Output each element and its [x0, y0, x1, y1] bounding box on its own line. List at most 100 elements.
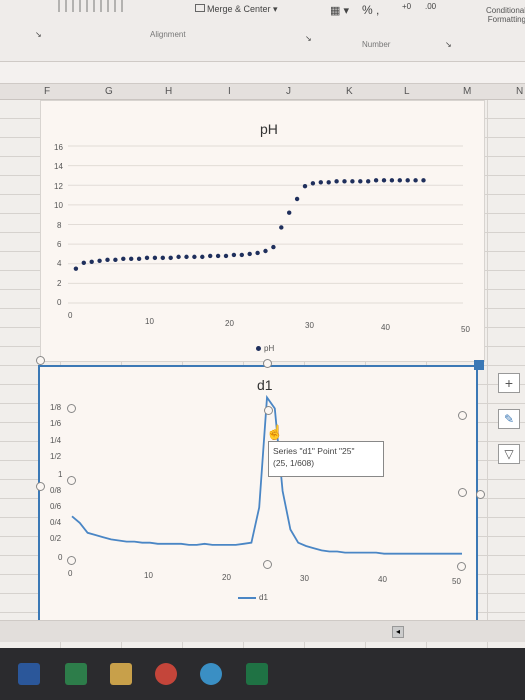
word-icon[interactable]	[18, 663, 40, 685]
alignment-launcher-icon[interactable]: ↘	[305, 34, 312, 43]
ph-data-point	[160, 255, 165, 261]
ph-y-tick: 10	[54, 201, 63, 210]
d1-x-tick: 0	[68, 569, 73, 578]
ph-y-tick: 4	[57, 259, 62, 268]
ph-y-tick: 16	[54, 143, 63, 152]
ph-chart-title[interactable]: pH	[260, 121, 278, 137]
d1-y-tick: 0/2	[50, 534, 62, 543]
column-header[interactable]: K	[346, 86, 353, 97]
ph-data-point	[413, 178, 418, 183]
ph-data-point	[239, 252, 244, 258]
ph-x-tick: 30	[305, 321, 314, 330]
plot-area-handle[interactable]	[263, 560, 272, 569]
tooltip-value: (25, 1/608)	[273, 458, 315, 468]
ph-x-tick: 10	[145, 317, 154, 326]
d1-legend[interactable]: d1	[238, 593, 268, 602]
scroll-left-icon[interactable]: ◂	[392, 626, 404, 638]
chart-resize-handle[interactable]	[36, 356, 45, 365]
column-headers: F G H I J K L M N	[0, 84, 525, 100]
ph-data-point	[89, 259, 94, 264]
filter-icon: ▽	[504, 447, 514, 461]
ph-data-point	[318, 180, 323, 185]
d1-chart-title[interactable]: d1	[257, 377, 273, 393]
app-icon[interactable]	[65, 663, 87, 685]
ph-data-point	[105, 257, 110, 263]
column-header[interactable]: I	[228, 86, 231, 97]
merge-center-button[interactable]: Merge & Center ▾	[195, 4, 278, 15]
ph-data-point	[373, 178, 379, 183]
ph-chart[interactable]: pH 16 14 12 10 8 6 4 2 0 0 10 20 30 40 5…	[40, 100, 485, 362]
d1-y-tick: 0/4	[50, 518, 62, 527]
d1-y-tick: 0/8	[50, 486, 62, 495]
d1-y-tick: 1/8	[50, 403, 62, 412]
column-header[interactable]: M	[463, 86, 472, 97]
ph-data-point	[381, 178, 387, 183]
decrease-decimal-button[interactable]: .00	[425, 2, 437, 11]
number-launcher-icon[interactable]: ↘	[445, 40, 452, 49]
ph-y-tick: 2	[57, 279, 62, 288]
plot-area-handle[interactable]	[458, 411, 467, 420]
plot-area-handle[interactable]	[67, 404, 76, 413]
ph-data-point	[129, 256, 134, 262]
powerpoint-icon[interactable]	[155, 663, 177, 685]
edge-icon[interactable]	[200, 663, 222, 685]
ph-x-tick: 50	[461, 325, 470, 334]
ph-data-point	[223, 253, 229, 259]
chart-resize-handle[interactable]	[36, 482, 45, 491]
ph-data-point	[176, 254, 181, 260]
chart-resize-handle[interactable]	[263, 359, 272, 368]
d1-y-tick: 1/4	[50, 436, 62, 445]
column-header[interactable]: L	[404, 86, 410, 97]
column-header[interactable]: H	[165, 86, 173, 97]
ph-x-tick: 40	[381, 323, 390, 332]
d1-x-tick: 40	[378, 575, 387, 584]
column-header[interactable]: F	[44, 86, 51, 97]
ph-data-point	[287, 210, 292, 215]
ph-data-point	[192, 254, 197, 260]
d1-chart[interactable]: d1 1/8 1/6 1/4 1/2 1 0/8 0/6 0/4 0/2 0 0…	[38, 365, 478, 620]
ph-data-point	[366, 179, 371, 184]
column-header[interactable]: J	[286, 86, 291, 97]
chart-filters-button[interactable]: ▽	[498, 444, 520, 464]
chart-elements-button[interactable]: +	[498, 373, 520, 393]
ph-data-point	[144, 255, 150, 261]
ph-legend[interactable]: pH	[256, 344, 274, 353]
ph-legend-marker-icon	[256, 346, 261, 351]
d1-y-tick: 0	[58, 553, 63, 562]
currency-button[interactable]: ▦ ▾	[330, 5, 349, 17]
folder-icon[interactable]	[110, 663, 132, 685]
plot-area-handle[interactable]	[67, 476, 76, 485]
sheet-tab-bar[interactable]: ◂	[0, 620, 525, 642]
column-header[interactable]: N	[516, 86, 524, 97]
excel-icon[interactable]	[246, 663, 268, 685]
chart-corner-handle[interactable]	[474, 360, 484, 370]
alignment-group-label: Alignment	[150, 30, 186, 39]
chart-styles-button[interactable]: ✎	[498, 409, 520, 429]
plot-area-handle[interactable]	[264, 406, 273, 415]
ph-data-point	[121, 256, 126, 262]
ph-data-point	[152, 255, 158, 261]
ph-data-point	[263, 248, 268, 254]
chart-resize-handle[interactable]	[476, 490, 485, 499]
border-buttons-icon[interactable]	[58, 0, 128, 12]
ph-data-point	[113, 257, 118, 263]
plot-area-handle[interactable]	[457, 562, 466, 571]
mouse-pointer-icon: ☝	[266, 424, 284, 440]
ph-data-point	[231, 252, 237, 258]
formula-bar[interactable]	[0, 62, 525, 84]
d1-y-tick: 1/2	[50, 452, 62, 461]
plot-area-handle[interactable]	[67, 556, 76, 565]
column-header[interactable]: G	[105, 86, 113, 97]
increase-decimal-button[interactable]: +0	[402, 2, 412, 11]
d1-x-tick: 50	[452, 577, 461, 586]
ph-y-tick: 6	[57, 240, 62, 249]
d1-x-tick: 10	[144, 571, 153, 580]
percent-style-button[interactable]: % ,	[362, 3, 380, 17]
plot-area-handle[interactable]	[458, 488, 467, 497]
ph-data-point	[279, 225, 284, 230]
ph-data-point	[247, 251, 252, 257]
conditional-formatting-button[interactable]: Conditional Formatting	[485, 6, 525, 24]
clipboard-launcher-icon[interactable]: ↘	[35, 30, 42, 39]
ph-data-point	[334, 179, 339, 184]
